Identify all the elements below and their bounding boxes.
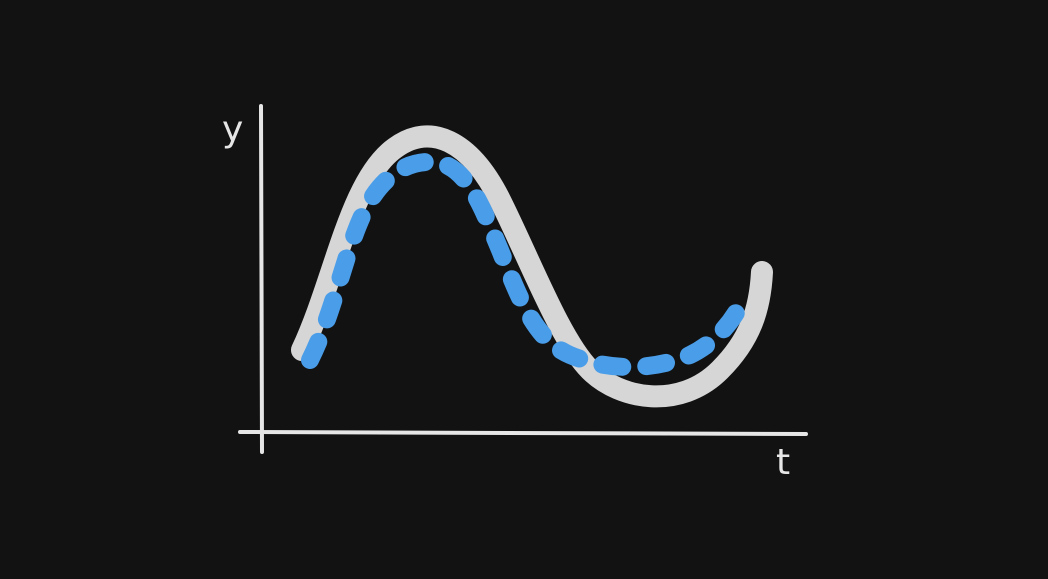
x-axis [238,430,808,436]
reference-curve [291,125,773,408]
estimate-curve [301,153,754,376]
y-axis [259,104,264,454]
x-axis-label: t [776,442,790,483]
y-axis-label: y [222,109,243,150]
